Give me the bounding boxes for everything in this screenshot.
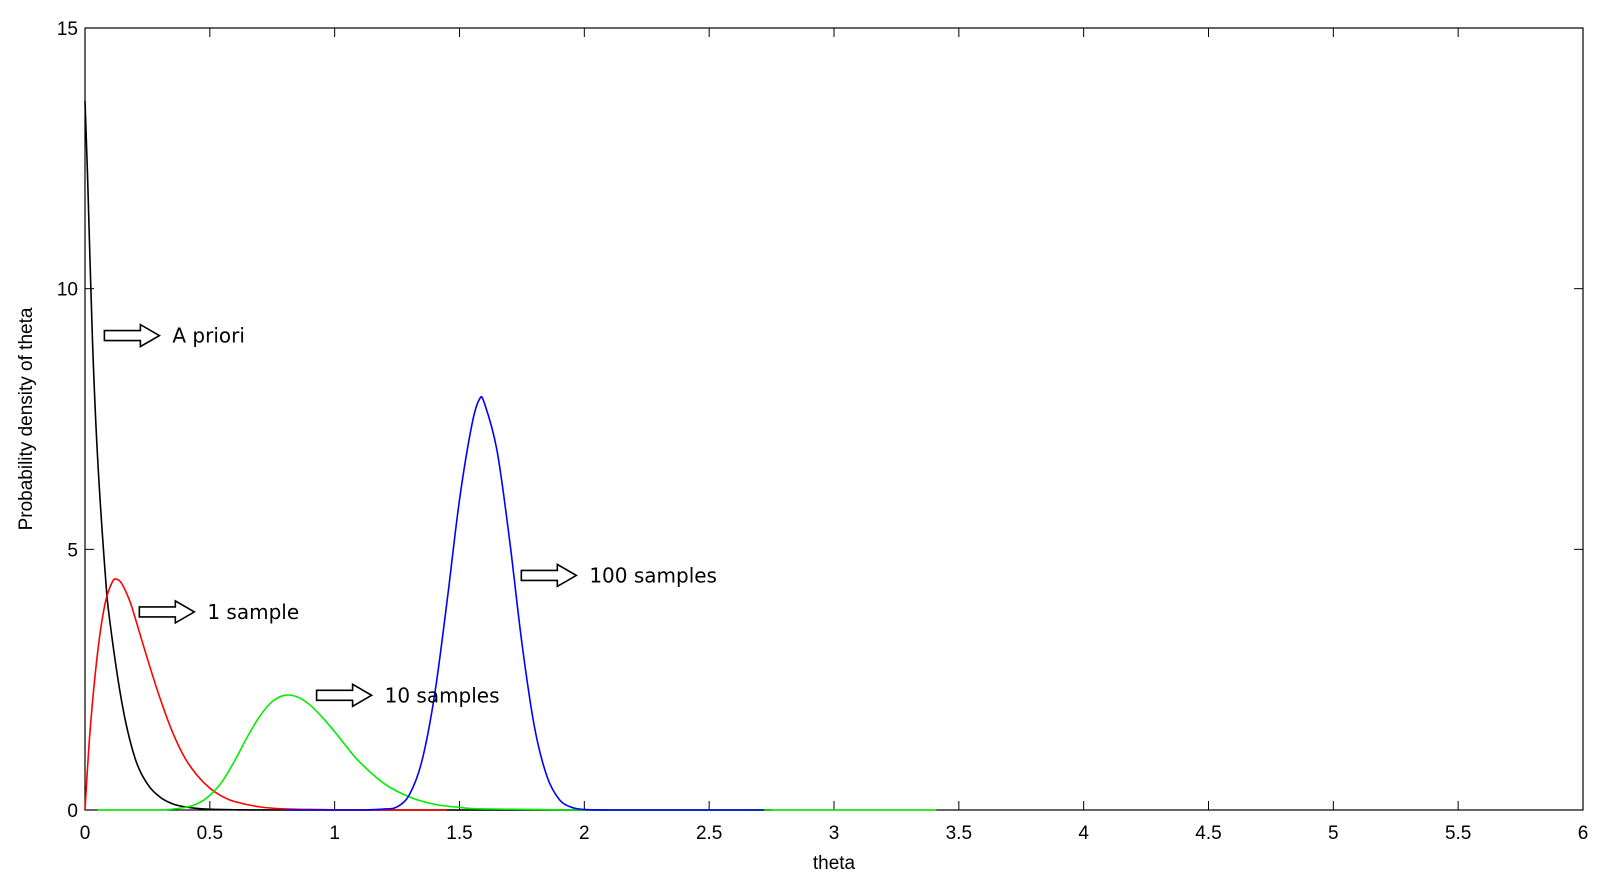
y-tick-label: 15 (57, 19, 78, 40)
series-line-3 (284, 395, 765, 811)
annotation-label: A priori (172, 324, 245, 348)
x-tick-label: 5 (1328, 823, 1339, 844)
x-tick-label: 3 (829, 823, 840, 844)
annotations: A priori 1 sample 10 samples 100 samples (103, 323, 717, 708)
x-tick-label: 3.5 (946, 823, 972, 844)
x-tick-label: 4.5 (1195, 823, 1221, 844)
series-line-2 (97, 694, 937, 811)
annotation-arrow-icon (103, 323, 161, 348)
x-tick-label: 6 (1578, 823, 1589, 844)
annotation-label: 10 samples (385, 683, 500, 707)
x-tick-label: 1.5 (446, 823, 472, 844)
y-axis-label: Probability density of theta (16, 307, 37, 530)
axis-ticks: 0 0.5 1 1.5 2 2.5 3 3.5 4 4.5 5 5.5 6 0 5 10 15 (57, 19, 1588, 844)
x-tick-label: 4 (1078, 823, 1089, 844)
x-tick-label: 2 (579, 823, 590, 844)
y-tick-label: 10 (57, 280, 78, 301)
x-tick-label: 2.5 (696, 823, 722, 844)
y-tick-label: 5 (67, 540, 78, 561)
y-tick-label: 0 (67, 801, 78, 822)
annotation-label: 100 samples (589, 563, 717, 587)
x-tick-label: 0 (80, 823, 91, 844)
plot-area (84, 27, 1584, 811)
x-tick-label: 5.5 (1445, 823, 1471, 844)
annotation-arrow-icon (315, 682, 374, 708)
annotation-arrow-icon (138, 599, 196, 625)
x-tick-label: 1 (329, 823, 340, 844)
annotation-label: 1 sample (207, 600, 299, 624)
x-tick-label: 0.5 (197, 823, 223, 844)
annotation-arrow-icon (520, 563, 578, 588)
x-axis-label: theta (813, 853, 856, 874)
series-layer (84, 100, 937, 811)
